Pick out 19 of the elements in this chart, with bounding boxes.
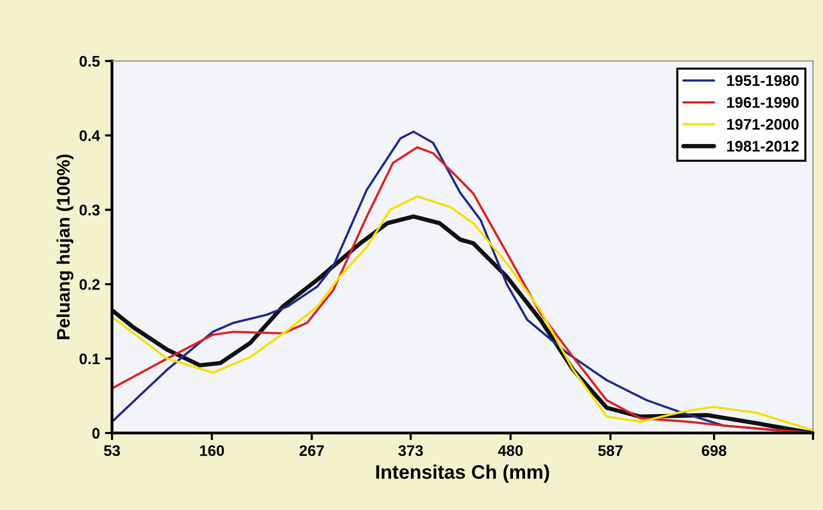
x-tick-label: 587 [598, 445, 623, 456]
x-tick-label: 373 [398, 445, 423, 456]
x-tick-label: 480 [498, 445, 523, 456]
x-tick-label: 160 [200, 445, 224, 456]
legend-label: 1951-1980 [727, 75, 799, 86]
legend-label: 1981-2012 [727, 140, 799, 152]
y-tick-label: 0.3 [80, 204, 100, 216]
legend-label: 1961-1990 [727, 97, 799, 108]
y-tick-label: 0.2 [80, 279, 100, 290]
y-tick-label: 0 [92, 428, 100, 439]
x-axis-title: Intensitas Ch (mm) [376, 464, 550, 483]
y-axis-title: Peluang hujan (100%) [56, 154, 74, 340]
x-tick-label: 698 [702, 445, 726, 456]
x-tick-label: 267 [300, 445, 324, 456]
y-tick-label: 0.1 [80, 353, 100, 364]
y-tick-label: 0.4 [80, 130, 100, 142]
y-tick-label: 0.5 [80, 56, 100, 67]
legend-label: 1971-2000 [727, 118, 799, 130]
x-tick-label: 53 [104, 445, 120, 456]
